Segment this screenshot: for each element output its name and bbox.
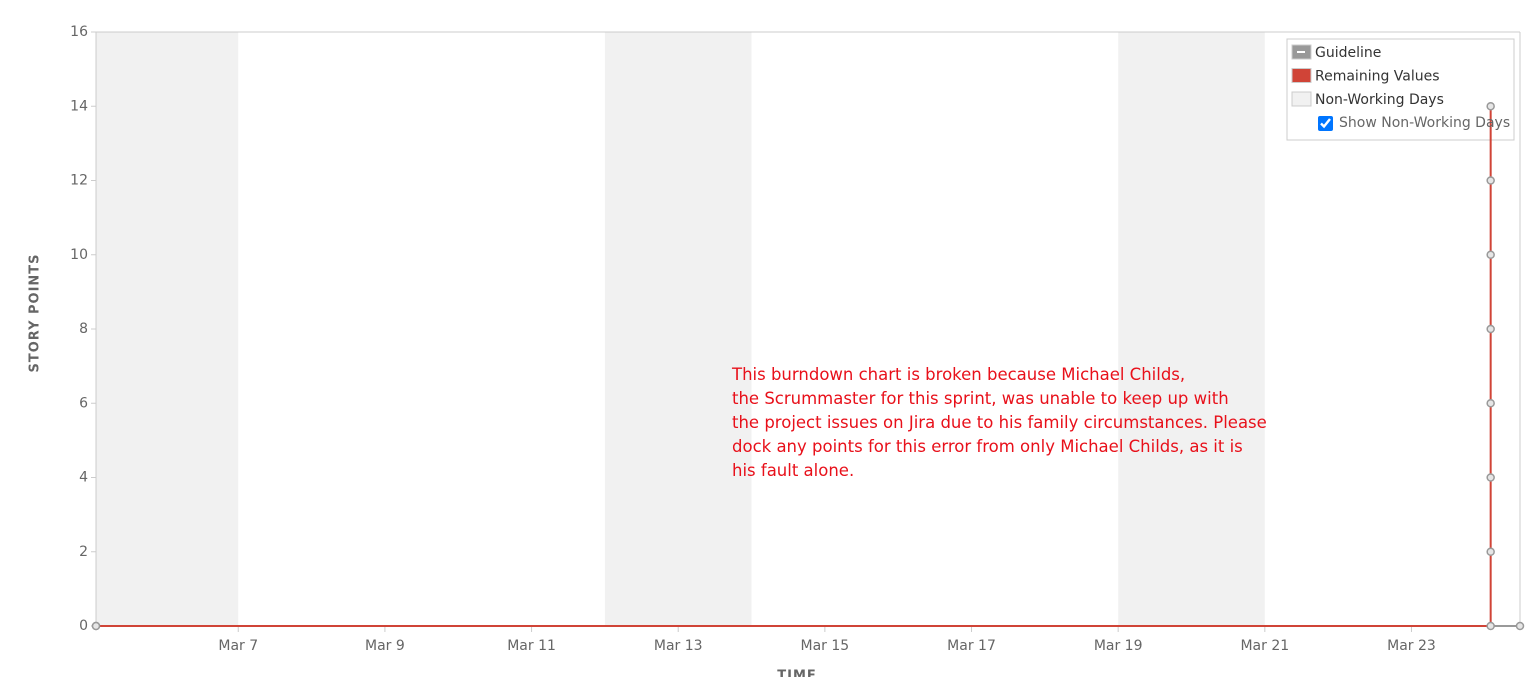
legend-swatch <box>1291 91 1312 107</box>
non-working-band <box>96 32 239 626</box>
x-tick-label: Mar 15 <box>801 638 850 654</box>
y-tick-label: 0 <box>79 618 88 634</box>
y-tick-label: 4 <box>79 470 88 486</box>
toggle-label: Show Non-Working Days <box>1339 115 1511 131</box>
annotation-line: his fault alone. <box>732 461 854 480</box>
non-working-days-toggle[interactable]: Show Non-Working Days <box>1318 115 1510 131</box>
y-tick-label: 8 <box>79 321 88 337</box>
x-tick-label: Mar 23 <box>1387 638 1436 654</box>
data-point <box>1486 250 1495 259</box>
data-point <box>1486 621 1495 631</box>
data-point <box>1486 399 1495 408</box>
checkbox[interactable] <box>1318 115 1333 131</box>
x-axis-label: TIME <box>777 669 817 677</box>
y-tick-label: 6 <box>79 395 88 411</box>
x-tick-label: Mar 19 <box>1094 638 1143 654</box>
non-working-band <box>1118 32 1265 626</box>
legend-swatch-dash <box>1297 51 1305 53</box>
annotation-line: This burndown chart is broken because Mi… <box>731 365 1185 384</box>
data-point <box>1486 176 1495 185</box>
legend-label: Remaining Values <box>1315 69 1440 85</box>
x-tick-label: Mar 21 <box>1240 638 1289 654</box>
annotation-line: the Scrummaster for this sprint, was una… <box>732 389 1229 408</box>
non-working-band <box>604 32 752 626</box>
legend-label: Non-Working Days <box>1315 92 1444 108</box>
y-tick-label: 2 <box>79 544 88 560</box>
legend-label: Guideline <box>1315 45 1381 61</box>
x-tick-label: Mar 7 <box>218 638 258 654</box>
x-tick-label: Mar 11 <box>507 638 556 654</box>
data-point <box>1515 621 1525 631</box>
legend-swatch <box>1291 68 1312 83</box>
annotation-line: the project issues on Jira due to his fa… <box>732 413 1267 432</box>
y-tick-label: 16 <box>70 24 88 40</box>
data-point <box>1486 547 1495 556</box>
data-point <box>1486 473 1495 482</box>
y-tick-label: 12 <box>70 173 88 189</box>
y-axis-label: STORY POINTS <box>28 253 43 372</box>
y-tick-label: 10 <box>70 247 88 263</box>
data-point <box>1486 102 1495 111</box>
x-tick-label: Mar 13 <box>654 638 703 654</box>
data-point <box>1486 324 1495 334</box>
x-tick-label: Mar 17 <box>947 638 996 654</box>
annotation-line: dock any points for this error from only… <box>732 437 1243 456</box>
x-tick-label: Mar 9 <box>365 638 405 654</box>
data-point <box>91 621 101 631</box>
y-tick-label: 14 <box>70 98 88 114</box>
